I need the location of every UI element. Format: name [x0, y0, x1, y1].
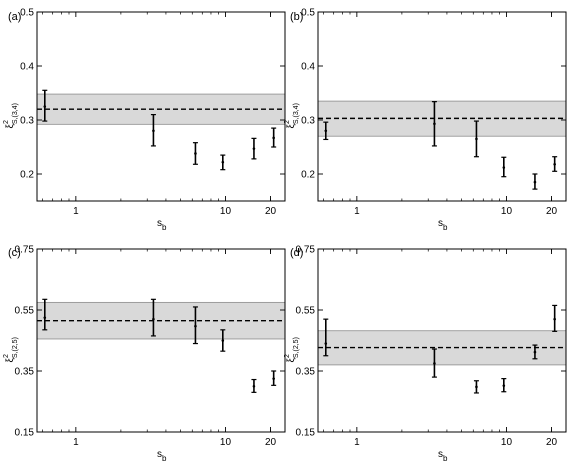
- x-tick-label: 1: [73, 437, 79, 448]
- point-marker: [502, 166, 506, 169]
- y-tick-label: 0.5: [301, 8, 315, 19]
- point-marker: [502, 384, 506, 387]
- x-tick-label: 10: [220, 437, 232, 448]
- data-point-3: [473, 380, 479, 394]
- x-axis-label: sb: [157, 449, 167, 461]
- data-point-3: [192, 142, 198, 165]
- y-tick-label: 0.4: [301, 62, 315, 73]
- x-tick-label: 1: [354, 437, 360, 448]
- y-tick-label: 0.2: [20, 170, 34, 181]
- point-marker: [272, 136, 275, 140]
- y-tick-label: 0.55: [296, 306, 316, 317]
- y-tick-label: 0.55: [15, 306, 35, 317]
- x-tick-label: 10: [501, 206, 513, 217]
- y-tick-label: 0.15: [15, 428, 35, 439]
- point-marker: [324, 342, 328, 345]
- data-point-2: [150, 298, 156, 337]
- point-marker: [252, 384, 256, 388]
- y-axis-label: ξ2 S,(3,4): [3, 103, 19, 128]
- y-axis-label: ξ2 S,(2,5): [3, 337, 19, 362]
- x-axis-label: sb: [157, 218, 167, 232]
- panel-label: (c): [8, 247, 21, 259]
- data-point-4: [501, 156, 507, 178]
- point-marker: [475, 385, 478, 389]
- data-point-6: [552, 304, 558, 332]
- panel-a: 1 10 20 0.2 0.3 0.4 0.5(a) sb ξ2 S,(3,4): [3, 8, 286, 232]
- data-point-5: [532, 173, 538, 190]
- point-marker: [533, 180, 537, 184]
- x-tick-label: 10: [220, 206, 232, 217]
- data-point-2: [150, 113, 156, 147]
- y-tick-label: 0.35: [15, 367, 35, 378]
- data-point-1: [323, 318, 329, 357]
- point-marker: [433, 362, 436, 365]
- y-tick-label: 0.3: [20, 116, 34, 127]
- point-marker: [221, 160, 225, 164]
- data-point-2: [431, 101, 437, 147]
- point-marker: [533, 350, 537, 354]
- panel-b: 1 10 20 0.2 0.3 0.4 0.5(b) sb ξ2 S,(3,4): [284, 8, 567, 232]
- y-tick-label: 0.3: [301, 116, 315, 127]
- axes-frame: [317, 11, 567, 202]
- x-tick-label: 20: [546, 437, 558, 448]
- x-axis-label: sb: [438, 218, 448, 232]
- x-tick-label: 1: [354, 206, 360, 217]
- panel-label: (d): [290, 247, 303, 259]
- point-marker: [252, 147, 256, 150]
- x-tick-label: 20: [546, 206, 558, 217]
- point-marker: [324, 129, 328, 133]
- x-axis-label: sb: [438, 449, 448, 461]
- axes-frame: [317, 248, 567, 433]
- data-point-4: [220, 329, 226, 352]
- data-point-5: [532, 344, 538, 360]
- point-marker: [152, 317, 155, 321]
- y-tick-label: 0.4: [20, 62, 34, 73]
- data-point-6: [271, 370, 277, 386]
- point-marker: [43, 316, 47, 319]
- data-point-5: [251, 137, 257, 160]
- x-tick-label: 1: [73, 206, 79, 217]
- x-tick-label: 20: [265, 437, 277, 448]
- x-tick-label: 10: [501, 437, 513, 448]
- point-marker: [553, 317, 556, 321]
- x-tick-label: 20: [265, 206, 277, 217]
- y-tick-label: 0.75: [296, 245, 316, 256]
- panel-label: (b): [290, 11, 303, 23]
- data-point-3: [473, 120, 479, 158]
- y-axis-label: ξ2 S,(3,4): [284, 103, 300, 128]
- point-marker: [475, 137, 478, 141]
- y-axis-label: ξ2 S,(2,5): [284, 337, 300, 362]
- point-marker: [194, 324, 197, 328]
- point-marker: [194, 152, 197, 155]
- y-tick-label: 0.15: [296, 428, 316, 439]
- axes-frame: [36, 11, 286, 202]
- panel-c: 1 10 20 0.15 0.35 0.55 0.75(c) sb ξ2 S,(2,5): [3, 245, 286, 461]
- y-tick-label: 0.75: [15, 245, 35, 256]
- point-marker: [553, 162, 556, 166]
- data-point-2: [431, 348, 437, 378]
- data-point-5: [251, 378, 257, 393]
- point-marker: [43, 105, 47, 108]
- panel-d: 1 10 20 0.15 0.35 0.55 0.75(d) sb ξ2 S,(2,5): [284, 245, 567, 461]
- y-tick-label: 0.2: [301, 170, 315, 181]
- data-point-6: [552, 156, 558, 172]
- data-point-4: [501, 378, 507, 393]
- data-point-3: [192, 306, 198, 345]
- point-marker: [272, 377, 275, 380]
- panel-label: (a): [8, 11, 21, 23]
- data-point-4: [220, 154, 226, 171]
- data-point-1: [42, 298, 48, 331]
- point-marker: [433, 122, 436, 126]
- point-marker: [152, 129, 155, 133]
- point-marker: [221, 339, 225, 342]
- y-tick-label: 0.35: [296, 367, 316, 378]
- data-point-1: [323, 121, 329, 141]
- data-point-6: [271, 127, 277, 148]
- axes-frame: [36, 248, 286, 433]
- y-tick-label: 0.5: [20, 8, 34, 19]
- data-point-1: [42, 89, 48, 122]
